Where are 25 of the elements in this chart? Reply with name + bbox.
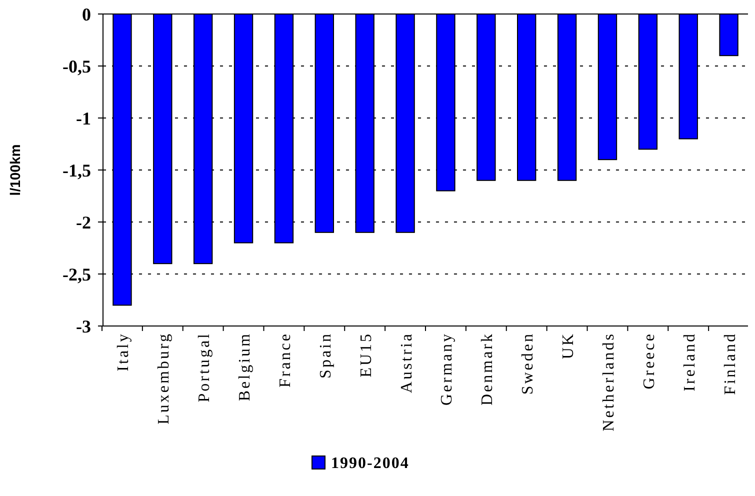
x-tick-label: Spain	[317, 332, 334, 378]
y-tick-label: -0,5	[62, 56, 91, 76]
x-tick-label: Finland	[722, 332, 739, 395]
x-tick-label: Luxemburg	[156, 332, 173, 424]
y-tick-label: -2	[76, 212, 91, 232]
x-tick-label: Greece	[640, 332, 658, 390]
x-tick-label: France	[276, 332, 294, 388]
x-tick-label: Italy	[115, 332, 132, 372]
legend-label: 1990-2004	[331, 455, 410, 472]
x-tick-label: Sweden	[520, 332, 537, 395]
x-tick-label: Netherlands	[600, 332, 618, 432]
y-tick-label: -2,5	[62, 264, 91, 284]
y-tick-label: -3	[76, 316, 91, 336]
x-tick-label: Austria	[398, 332, 416, 394]
x-tick-label: Ireland	[681, 332, 698, 392]
x-tick-label: Denmark	[479, 332, 496, 406]
x-tick-label: Germany	[438, 332, 456, 406]
x-tick-label: Belgium	[236, 332, 254, 402]
y-tick-label: -1,5	[62, 160, 91, 180]
x-tick-label: EU15	[358, 332, 375, 378]
x-tick-label: UK	[560, 332, 578, 360]
x-tick-label: Portugal	[196, 332, 214, 402]
y-tick-label: -1	[76, 108, 91, 128]
y-axis-title: l/100km	[7, 144, 23, 196]
y-tick-label: 0	[82, 4, 91, 24]
